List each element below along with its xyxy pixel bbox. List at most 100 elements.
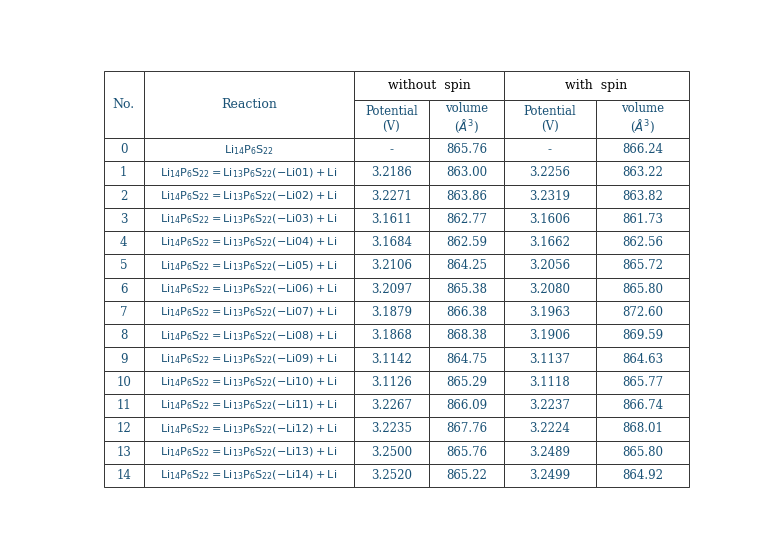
Text: 866.74: 866.74: [621, 399, 663, 412]
Bar: [144, 231, 354, 254]
Text: 13: 13: [116, 446, 131, 458]
Text: 869.59: 869.59: [621, 329, 663, 342]
Bar: [104, 464, 144, 487]
Text: $\mathrm{Li_{14}P_6S_{22} = Li_{13}P_6S_{22}(-Li02) + Li}$: $\mathrm{Li_{14}P_6S_{22} = Li_{13}P_6S_…: [160, 189, 337, 203]
Text: without  spin: without spin: [387, 79, 470, 92]
Bar: [354, 394, 429, 418]
Text: 10: 10: [116, 376, 131, 389]
Text: 3.1906: 3.1906: [530, 329, 570, 342]
Bar: [596, 254, 689, 278]
Text: 863.82: 863.82: [622, 190, 662, 202]
Text: 865.80: 865.80: [621, 446, 662, 458]
Text: 863.22: 863.22: [622, 166, 662, 179]
Bar: [504, 418, 596, 441]
Text: 862.56: 862.56: [621, 236, 662, 249]
Text: $\mathrm{Li_{14}P_6S_{22} = Li_{13}P_6S_{22}(-Li08) + Li}$: $\mathrm{Li_{14}P_6S_{22} = Li_{13}P_6S_…: [160, 329, 337, 343]
Bar: [354, 464, 429, 487]
Text: 3.1684: 3.1684: [371, 236, 412, 249]
Bar: [104, 138, 144, 161]
Text: 868.38: 868.38: [446, 329, 487, 342]
Text: 3.1137: 3.1137: [530, 353, 570, 366]
Bar: [429, 301, 504, 324]
Text: $\mathrm{Li_{14}P_6S_{22} = Li_{13}P_6S_{22}(-Li11) + Li}$: $\mathrm{Li_{14}P_6S_{22} = Li_{13}P_6S_…: [160, 399, 337, 413]
Text: $\mathrm{Li_{14}P_6S_{22} = Li_{13}P_6S_{22}(-Li13) + Li}$: $\mathrm{Li_{14}P_6S_{22} = Li_{13}P_6S_…: [160, 445, 337, 459]
Text: $\mathrm{Li_{14}P_6S_{22} = Li_{13}P_6S_{22}(-Li07) + Li}$: $\mathrm{Li_{14}P_6S_{22} = Li_{13}P_6S_…: [160, 306, 337, 319]
Text: 3.2500: 3.2500: [371, 446, 412, 458]
Text: 3.2256: 3.2256: [530, 166, 570, 179]
Text: 865.29: 865.29: [446, 376, 487, 389]
Text: volume
($\AA^3$): volume ($\AA^3$): [444, 102, 488, 135]
Bar: [429, 324, 504, 347]
Bar: [504, 441, 596, 464]
Bar: [144, 161, 354, 185]
Text: 4: 4: [120, 236, 128, 249]
Text: 3.1126: 3.1126: [371, 376, 412, 389]
Bar: [104, 278, 144, 301]
Text: 868.01: 868.01: [622, 422, 662, 435]
Bar: [504, 231, 596, 254]
Bar: [504, 324, 596, 347]
Bar: [429, 278, 504, 301]
Bar: [429, 100, 504, 138]
Text: $\mathrm{Li_{14}P_6S_{22} = Li_{13}P_6S_{22}(-Li04) + Li}$: $\mathrm{Li_{14}P_6S_{22} = Li_{13}P_6S_…: [160, 236, 337, 249]
Text: $\mathrm{Li_{14}P_6S_{22} = Li_{13}P_6S_{22}(-Li05) + Li}$: $\mathrm{Li_{14}P_6S_{22} = Li_{13}P_6S_…: [160, 259, 337, 273]
Bar: [354, 301, 429, 324]
Bar: [596, 324, 689, 347]
Bar: [104, 185, 144, 208]
Bar: [144, 301, 354, 324]
Bar: [504, 254, 596, 278]
Text: 3.1142: 3.1142: [371, 353, 412, 366]
Text: 8: 8: [120, 329, 128, 342]
Bar: [354, 324, 429, 347]
Bar: [596, 441, 689, 464]
Bar: [504, 208, 596, 231]
Text: 3.2237: 3.2237: [530, 399, 570, 412]
Text: $\mathrm{Li_{14}P_6S_{22} = Li_{13}P_6S_{22}(-Li10) + Li}$: $\mathrm{Li_{14}P_6S_{22} = Li_{13}P_6S_…: [160, 375, 337, 389]
Text: 865.22: 865.22: [446, 469, 487, 482]
Bar: [144, 71, 354, 138]
Bar: [144, 394, 354, 418]
Text: 6: 6: [120, 283, 128, 296]
Bar: [429, 185, 504, 208]
Text: 862.77: 862.77: [446, 213, 487, 226]
Text: 865.72: 865.72: [621, 259, 662, 273]
Text: 863.00: 863.00: [446, 166, 487, 179]
Text: 866.38: 866.38: [446, 306, 487, 319]
Bar: [144, 441, 354, 464]
Text: 866.09: 866.09: [446, 399, 487, 412]
Bar: [354, 231, 429, 254]
Bar: [144, 278, 354, 301]
Text: 867.76: 867.76: [446, 422, 487, 435]
Text: 3.1662: 3.1662: [530, 236, 570, 249]
Bar: [504, 185, 596, 208]
Text: $\mathrm{Li_{14}P_6S_{22} = Li_{13}P_6S_{22}(-Li03) + Li}$: $\mathrm{Li_{14}P_6S_{22} = Li_{13}P_6S_…: [160, 212, 337, 226]
Text: 3.2056: 3.2056: [530, 259, 570, 273]
Bar: [596, 464, 689, 487]
Bar: [354, 208, 429, 231]
Bar: [596, 100, 689, 138]
Text: 3.1879: 3.1879: [371, 306, 412, 319]
Bar: [596, 301, 689, 324]
Bar: [504, 371, 596, 394]
Text: $\mathrm{Li_{14}P_6S_{22}}$: $\mathrm{Li_{14}P_6S_{22}}$: [224, 143, 274, 156]
Text: 866.24: 866.24: [621, 143, 662, 156]
Bar: [354, 100, 429, 138]
Text: 3.1868: 3.1868: [371, 329, 412, 342]
Bar: [429, 418, 504, 441]
Text: $\mathrm{Li_{14}P_6S_{22} = Li_{13}P_6S_{22}(-Li14) + Li}$: $\mathrm{Li_{14}P_6S_{22} = Li_{13}P_6S_…: [160, 468, 337, 482]
Bar: [354, 138, 429, 161]
Bar: [429, 138, 504, 161]
Bar: [354, 185, 429, 208]
Bar: [354, 441, 429, 464]
Text: 3.1118: 3.1118: [530, 376, 570, 389]
Bar: [144, 185, 354, 208]
Bar: [596, 185, 689, 208]
Bar: [596, 278, 689, 301]
Bar: [354, 161, 429, 185]
Bar: [144, 347, 354, 371]
Text: 863.86: 863.86: [446, 190, 487, 202]
Bar: [104, 347, 144, 371]
Bar: [504, 138, 596, 161]
Text: 5: 5: [120, 259, 128, 273]
Bar: [354, 371, 429, 394]
